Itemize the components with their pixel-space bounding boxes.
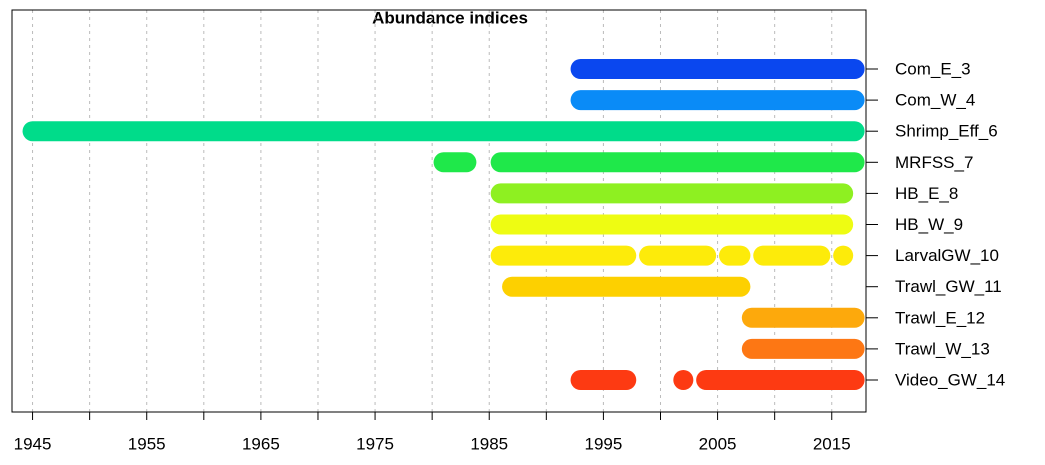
plot-frame (11, 9, 867, 413)
series-label: Com_W_4 (895, 91, 975, 110)
series-label: Shrimp_Eff_6 (895, 122, 998, 141)
x-tick-label: 1965 (242, 434, 280, 453)
series-label: HB_W_9 (895, 215, 963, 234)
x-tick-label: 1985 (470, 434, 508, 453)
x-tick-label: 2005 (699, 434, 737, 453)
series-label: LarvalGW_10 (895, 246, 999, 265)
x-tick-label: 2015 (813, 434, 851, 453)
series-label: Video_GW_14 (895, 370, 1005, 389)
x-tick-label: 1955 (128, 434, 166, 453)
x-tick-label: 1975 (356, 434, 394, 453)
x-tick-label: 1945 (14, 434, 52, 453)
series-label: MRFSS_7 (895, 153, 973, 172)
series-label: HB_E_8 (895, 184, 958, 203)
x-tick-label: 1995 (584, 434, 622, 453)
series-label: Trawl_GW_11 (895, 277, 1002, 296)
series-label: Trawl_W_13 (895, 339, 990, 358)
chart-title: Abundance indices (372, 8, 528, 27)
series-label: Trawl_E_12 (895, 308, 985, 327)
series-label: Com_E_3 (895, 59, 971, 78)
